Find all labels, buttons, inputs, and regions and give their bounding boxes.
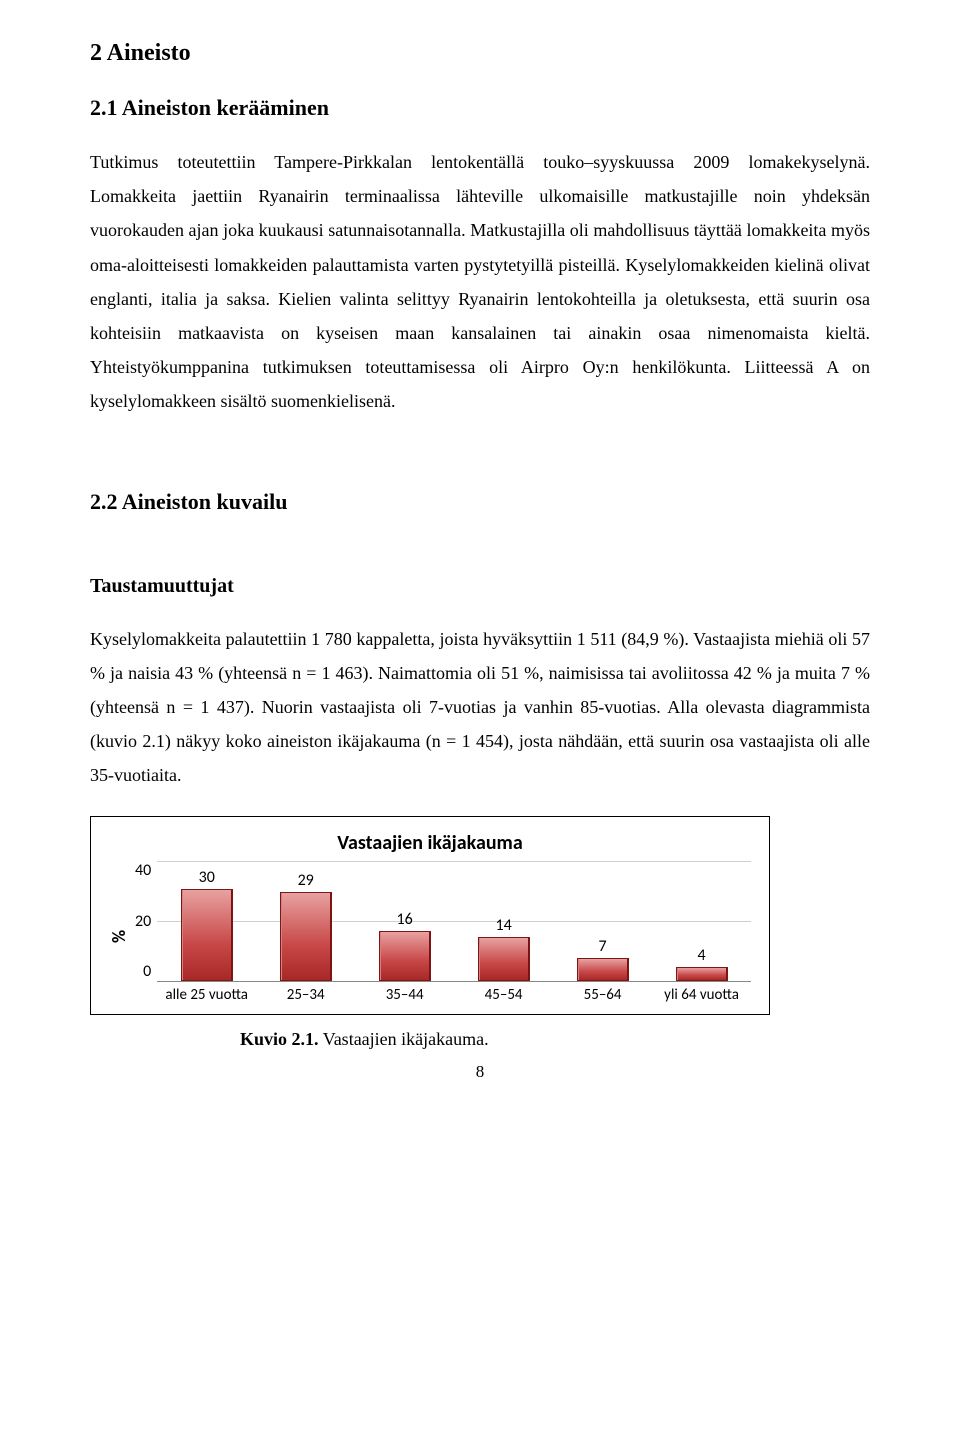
x-axis-label: 35–44 — [355, 986, 454, 1004]
heading-2-2: 2.2 Aineiston kuvailu — [90, 489, 870, 515]
y-axis: % — [109, 861, 129, 1004]
bar-slot: 30 — [157, 868, 256, 981]
bar-value-label: 30 — [199, 868, 215, 887]
bar-value-label: 14 — [496, 916, 512, 935]
y-tick: 20 — [135, 912, 151, 931]
figure-caption: Kuvio 2.1. Vastaajien ikäjakauma. — [240, 1029, 870, 1050]
paragraph-1: Tutkimus toteutettiin Tampere-Pirkkalan … — [90, 145, 870, 419]
caption-text: Vastaajien ikäjakauma. — [319, 1029, 489, 1049]
bar-value-label: 29 — [298, 871, 314, 890]
gridline — [157, 861, 751, 862]
bar — [478, 937, 530, 981]
bar-slot: 7 — [553, 937, 652, 981]
heading-2-1: 2.1 Aineiston kerääminen — [90, 95, 870, 121]
y-tick: 40 — [135, 861, 151, 880]
bar — [577, 958, 629, 981]
bar — [379, 931, 431, 981]
bar-value-label: 4 — [697, 946, 705, 965]
bars-row: 30 29 16 14 7 4 — [157, 861, 751, 982]
paragraph-2: Kyselylomakkeita palautettiin 1 780 kapp… — [90, 622, 870, 793]
page-container: 2 Aineisto 2.1 Aineiston kerääminen Tutk… — [0, 0, 960, 1122]
bar-value-label: 16 — [397, 910, 413, 929]
chart-title: Vastaajien ikäjakauma — [109, 831, 751, 855]
chart-body: % 40 20 0 30 29 16 14 7 4 alle 25 vuotta25–34… — [109, 861, 751, 1004]
bar-slot: 4 — [652, 946, 751, 981]
y-tick: 0 — [135, 962, 151, 981]
x-axis-label: 45–54 — [454, 986, 553, 1004]
y-ticks: 40 20 0 — [135, 861, 151, 981]
bar — [181, 889, 233, 981]
x-axis-label: 25–34 — [256, 986, 355, 1004]
x-axis-label: 55–64 — [553, 986, 652, 1004]
x-axis-label: yli 64 vuotta — [652, 986, 751, 1004]
bar-slot: 29 — [256, 871, 355, 981]
bar-value-label: 7 — [599, 937, 607, 956]
page-number: 8 — [90, 1062, 870, 1082]
heading-1: 2 Aineisto — [90, 40, 870, 67]
y-axis-label: % — [108, 923, 130, 943]
caption-number: Kuvio 2.1. — [240, 1029, 319, 1049]
x-axis-label: alle 25 vuotta — [157, 986, 256, 1004]
heading-3: Taustamuuttujat — [90, 575, 870, 598]
x-labels: alle 25 vuotta25–3435–4445–5455–64yli 64… — [157, 986, 751, 1004]
bar — [280, 892, 332, 981]
bar-slot: 16 — [355, 910, 454, 981]
bar-chart: Vastaajien ikäjakauma % 40 20 0 30 29 16 14… — [90, 816, 770, 1015]
bar-slot: 14 — [454, 916, 553, 981]
bar — [676, 967, 728, 981]
plot-area: 30 29 16 14 7 4 alle 25 vuotta25–3435–4445–54… — [157, 861, 751, 1004]
